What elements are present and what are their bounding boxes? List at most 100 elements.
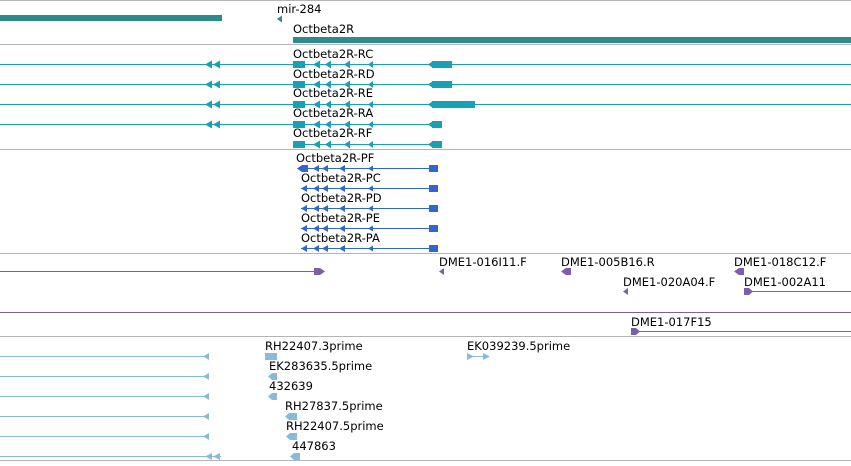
- strand-arrow: [213, 120, 220, 129]
- cds-arrow: [297, 165, 308, 172]
- strand-arrow: [213, 100, 220, 109]
- transcript-label: Octbeta2R-RA: [293, 106, 373, 120]
- cds-arrow: [322, 225, 328, 232]
- est-arrow: [290, 453, 300, 460]
- exon: [293, 101, 305, 108]
- cds-arrow: [322, 165, 328, 172]
- protein-label: Octbeta2R-PA: [301, 231, 380, 245]
- est-label: RH27837.5prime: [285, 399, 383, 413]
- transcript-rc[interactable]: Octbeta2R-RC: [0, 47, 851, 69]
- exon-arrow: [313, 140, 320, 149]
- clone-dme1-005b16[interactable]: DME1-005B16.R: [561, 255, 655, 275]
- est-block: [265, 353, 277, 360]
- cds-arrow: [301, 205, 307, 212]
- protein-pd[interactable]: Octbeta2R-PD: [301, 191, 438, 212]
- protein-label: Octbeta2R-PE: [301, 211, 380, 225]
- clone-dme1-002a11[interactable]: DME1-002A11: [744, 275, 851, 295]
- transcript-re[interactable]: Octbeta2R-RE: [0, 86, 851, 109]
- clone-arrow: [631, 328, 640, 335]
- strand-arrow: [213, 80, 220, 89]
- est-rh22407-5prime[interactable]: RH22407.5prime: [0, 419, 384, 440]
- exon: [293, 81, 305, 88]
- est-label: RH22407.3prime: [265, 339, 363, 353]
- cds-arrow: [339, 185, 345, 192]
- cds-arrow: [368, 165, 373, 172]
- est-rh27837-5prime[interactable]: RH27837.5prime: [0, 399, 383, 420]
- est-label: 447863: [292, 439, 336, 453]
- cds-arrow: [322, 185, 328, 192]
- clone-dme1-020a04[interactable]: DME1-020A04.F: [623, 275, 715, 295]
- transcript-rd[interactable]: Octbeta2R-RD: [0, 67, 851, 89]
- est-arrow: [203, 393, 209, 400]
- exon-arrow: [428, 121, 433, 128]
- exon-arrow: [428, 141, 433, 148]
- est-arrow: [268, 373, 277, 380]
- est-arrow: [268, 393, 277, 400]
- clone-dme1-017f15[interactable]: DME1-017F15: [631, 315, 851, 335]
- transcript-rf[interactable]: Octbeta2R-RF: [293, 126, 442, 149]
- est-arrow: [483, 353, 490, 360]
- exon-arrow: [313, 60, 320, 69]
- strand-arrow: [205, 120, 212, 129]
- exon-arrow: [344, 140, 350, 149]
- octbeta2r-gene-bar[interactable]: [293, 37, 851, 43]
- clone-track: DME1-016I11.F DME1-005B16.R DME1-018C12.…: [0, 255, 851, 335]
- est-rh22407-3prime[interactable]: RH22407.3prime: [0, 339, 363, 360]
- protein-label: Octbeta2R-PC: [301, 171, 381, 185]
- cds-block: [429, 225, 438, 232]
- clone-arrow: [744, 288, 753, 295]
- est-ek039239-5prime[interactable]: EK039239.5prime: [467, 339, 570, 360]
- exon-arrow: [368, 141, 373, 148]
- protein-pf[interactable]: Octbeta2R-PF: [296, 151, 438, 172]
- protein-pc[interactable]: Octbeta2R-PC: [301, 171, 438, 192]
- upstream-gene-bar[interactable]: [0, 15, 222, 21]
- est-arrow: [203, 433, 209, 440]
- clone-left[interactable]: [0, 268, 325, 275]
- exon-arrow: [428, 61, 433, 68]
- exon: [432, 101, 475, 108]
- est-label: EK039239.5prime: [467, 339, 570, 353]
- protein-label: Octbeta2R-PF: [296, 151, 374, 165]
- strand-arrow: [205, 100, 212, 109]
- est-arrow: [213, 453, 220, 460]
- est-label: RH22407.5prime: [286, 419, 384, 433]
- cds-arrow: [339, 205, 345, 212]
- cds-arrow: [301, 245, 307, 252]
- mir284-feature[interactable]: [277, 15, 282, 23]
- clone-dme1-018c12[interactable]: DME1-018C12.F: [734, 255, 826, 275]
- exon-arrow: [325, 100, 331, 109]
- cds-block: [429, 245, 438, 252]
- protein-pa[interactable]: Octbeta2R-PA: [301, 231, 438, 252]
- exon-arrow: [368, 61, 373, 68]
- est-ek283635-5prime[interactable]: EK283635.5prime: [0, 359, 372, 380]
- clone-label: DME1-017F15: [631, 315, 712, 329]
- transcript-ra[interactable]: Octbeta2R-RA: [0, 106, 442, 129]
- strand-arrow: [205, 80, 212, 89]
- clone-label: DME1-005B16.R: [561, 255, 655, 269]
- clone-label: DME1-016I11.F: [439, 255, 527, 269]
- exon: [432, 121, 442, 128]
- est-arrow: [203, 353, 209, 360]
- cds-arrow: [368, 245, 373, 252]
- exon-arrow: [344, 100, 350, 109]
- est-432639[interactable]: 432639: [0, 379, 313, 400]
- transcript-label: Octbeta2R-RC: [293, 47, 373, 61]
- cds-arrow: [301, 225, 307, 232]
- cds-arrow: [322, 245, 328, 252]
- octbeta2r-gene-label: Octbeta2R: [293, 22, 354, 36]
- exon-arrow: [313, 120, 320, 129]
- rna-transcript-track: Octbeta2R-RC Octbeta2R-RD: [0, 47, 851, 149]
- est-447863[interactable]: 447863: [0, 439, 336, 460]
- protein-pe[interactable]: Octbeta2R-PE: [301, 211, 438, 232]
- strand-arrow: [213, 60, 220, 69]
- cds-arrow: [301, 185, 307, 192]
- exon-arrow: [325, 120, 331, 129]
- clone-dme1-016i11[interactable]: DME1-016I11.F: [439, 255, 527, 275]
- clone-label: DME1-020A04.F: [623, 275, 715, 289]
- cds-arrow: [322, 205, 328, 212]
- exon-arrow: [344, 80, 350, 89]
- exon-arrow: [368, 121, 373, 128]
- cds-arrow: [339, 225, 345, 232]
